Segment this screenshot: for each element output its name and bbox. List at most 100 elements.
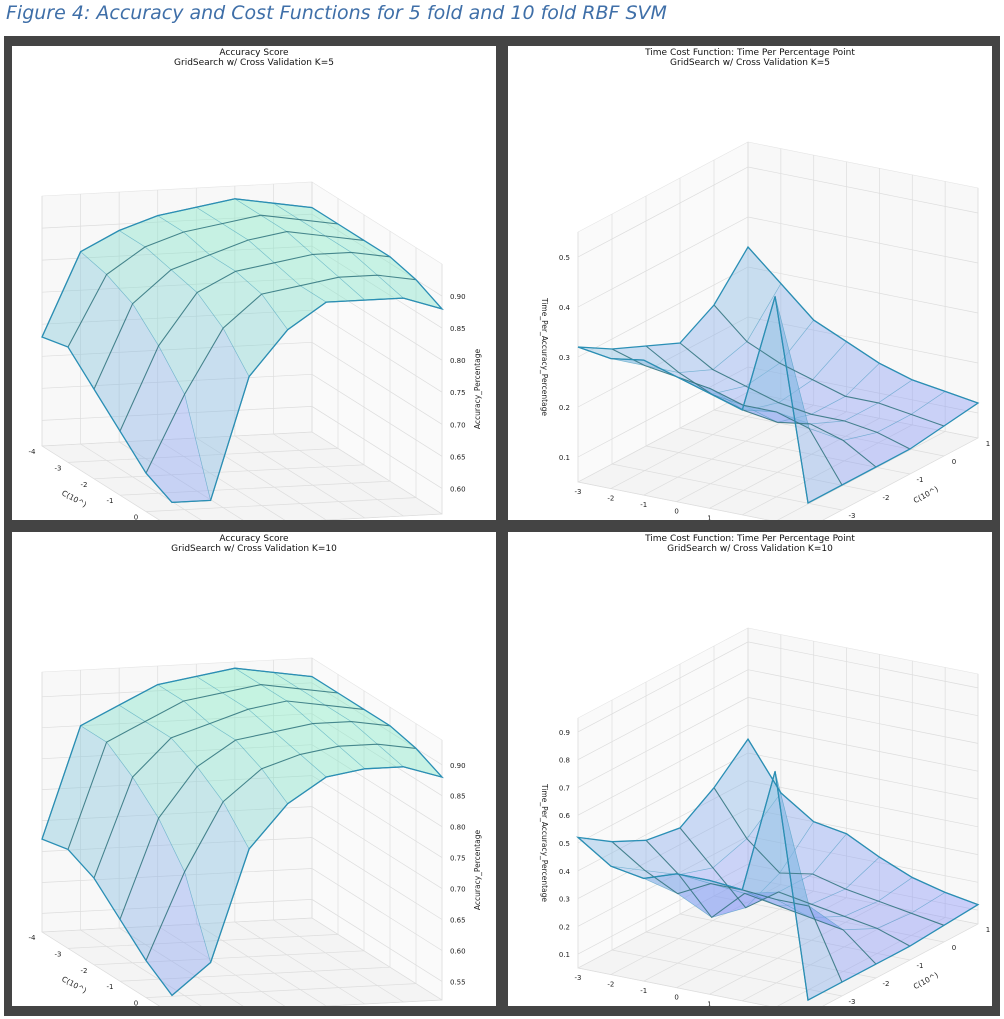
z-tick-label: 0.6 <box>559 812 571 820</box>
x-tick-label: -2 <box>607 981 614 989</box>
z-tick-label: 0.55 <box>450 978 466 986</box>
z-tick-label: 0.9 <box>559 729 570 737</box>
z-tick-label: 0.90 <box>450 293 466 301</box>
y-tick-label: -4 <box>29 448 37 456</box>
y-tick-label: -3 <box>849 998 856 1006</box>
grid-line <box>676 411 847 503</box>
grid-lines <box>41 658 443 1006</box>
y-tick-label: 0 <box>952 458 956 466</box>
z-axis-label: Accuracy_Percentage <box>473 349 482 430</box>
chart-subtitle: GridSearch w/ Cross Validation K=5 <box>670 58 830 68</box>
grid-line <box>577 166 979 258</box>
z-tick-label: 0.80 <box>450 357 466 365</box>
series-line-c--2 <box>93 231 365 390</box>
z-tick-label: 0.65 <box>450 917 466 925</box>
series-line-c--3 <box>67 214 339 348</box>
z-axis-label: Time_Per_Accuracy_Percentage <box>540 297 549 416</box>
z-tick-label: 0.3 <box>559 896 570 904</box>
grid-line <box>311 917 443 1001</box>
grid-line <box>273 433 404 517</box>
accuracy-k5-panel: -3-2-10123410-1-2-3-40.600.650.700.750.8… <box>12 46 496 520</box>
chart-title: Accuracy Score <box>219 534 289 544</box>
tick-labels: -3-2-10123410-1-2-3-40.550.600.650.700.7… <box>29 762 466 1006</box>
grid-line <box>577 863 979 955</box>
y-tick-label: -3 <box>55 950 62 958</box>
z-tick-label: 0.3 <box>559 354 570 362</box>
z-tick-label: 0.5 <box>559 840 570 848</box>
grid-line <box>119 966 391 982</box>
y-tick-label: -3 <box>55 464 62 472</box>
x-tick-label: -1 <box>640 501 647 509</box>
y-axis-label: C(10^) <box>60 974 88 995</box>
y-tick-label: -2 <box>81 967 88 975</box>
grid-line <box>611 463 843 511</box>
tick-labels: -3-2-10123410-1-2-3-40.600.650.700.750.8… <box>29 293 466 520</box>
grid-line <box>319 513 443 520</box>
grid-line <box>196 437 327 520</box>
x-tick-label: 1 <box>707 514 711 520</box>
grid-line <box>577 669 979 761</box>
y-axis-label: C(10^) <box>912 970 940 991</box>
grid-line <box>643 404 814 496</box>
grid-line <box>41 931 160 1006</box>
y-tick-label: -2 <box>81 481 88 489</box>
z-tick-label: 0.4 <box>559 304 571 312</box>
time-cost-k10-chart: 43210-1-2-3-4-3-2-1010.10.20.30.40.50.60… <box>540 627 990 1006</box>
series-line-c--1 <box>119 721 391 920</box>
grid-line <box>145 983 417 998</box>
grid-line <box>577 697 979 788</box>
surface <box>41 667 443 996</box>
z-tick-label: 0.75 <box>450 389 466 397</box>
grid-line <box>41 341 443 425</box>
grid-line <box>41 917 313 933</box>
grid-line <box>41 868 443 951</box>
series-line-c--3 <box>67 684 339 850</box>
grid-line <box>41 775 443 858</box>
series-line-c--3 <box>611 841 843 983</box>
grid-line <box>577 216 979 308</box>
time-cost-k5-panel: 43210-1-2-3-4-3-2-1010.10.20.30.40.5Gamm… <box>508 46 992 520</box>
z-tick-label: 0.75 <box>450 855 466 863</box>
grid-line <box>611 949 843 997</box>
x-tick-label: -3 <box>575 488 582 496</box>
z-tick-label: 0.60 <box>450 947 466 955</box>
chart-subtitle: GridSearch w/ Cross Validation K=10 <box>667 544 833 554</box>
grid-line <box>41 277 443 361</box>
series-line-c-0 <box>713 787 945 926</box>
x-tick-label: 0 <box>674 994 678 1002</box>
z-axis-label: Accuracy_Percentage <box>473 830 482 911</box>
y-tick-label: 1 <box>986 440 990 448</box>
figure-frame: -3-2-10123410-1-2-3-40.600.650.700.750.8… <box>4 36 1000 1016</box>
grid-line <box>822 923 979 1006</box>
grid-line <box>645 445 877 493</box>
grid-line <box>80 443 202 520</box>
y-tick-label: -1 <box>107 983 114 991</box>
grid-line <box>119 480 391 496</box>
y-tick-label: 0 <box>134 1000 138 1006</box>
grid-line <box>777 917 946 1006</box>
figure-caption: Figure 4: Accuracy and Cost Functions fo… <box>6 2 667 24</box>
grid-lines <box>577 628 979 1006</box>
y-axis-label: C(10^) <box>912 484 940 505</box>
grid-line <box>676 897 847 989</box>
grid-line <box>577 316 979 408</box>
grid-line <box>67 934 339 949</box>
grid-lines <box>577 142 979 520</box>
grid-line <box>610 884 782 975</box>
z-axis-label: Time_Per_Accuracy_Percentage <box>540 783 549 902</box>
grid-line <box>822 437 979 520</box>
grid-line <box>41 213 443 297</box>
tick-labels: 43210-1-2-3-4-3-2-1010.10.20.30.40.50.60… <box>559 729 990 1006</box>
grid-line <box>577 391 749 483</box>
series-line-c--2 <box>645 839 877 965</box>
grid-line <box>742 910 913 1002</box>
surface-outline <box>577 245 980 504</box>
grid-line <box>577 835 979 927</box>
chart-title: Time Cost Function: Time Per Percentage … <box>645 48 855 58</box>
y-tick-label: -1 <box>107 497 114 505</box>
y-tick-label: -2 <box>883 494 890 502</box>
grid-line <box>577 266 979 358</box>
z-tick-label: 0.85 <box>450 793 466 801</box>
grid-line <box>80 929 202 1006</box>
series-line-c--1 <box>119 251 391 432</box>
